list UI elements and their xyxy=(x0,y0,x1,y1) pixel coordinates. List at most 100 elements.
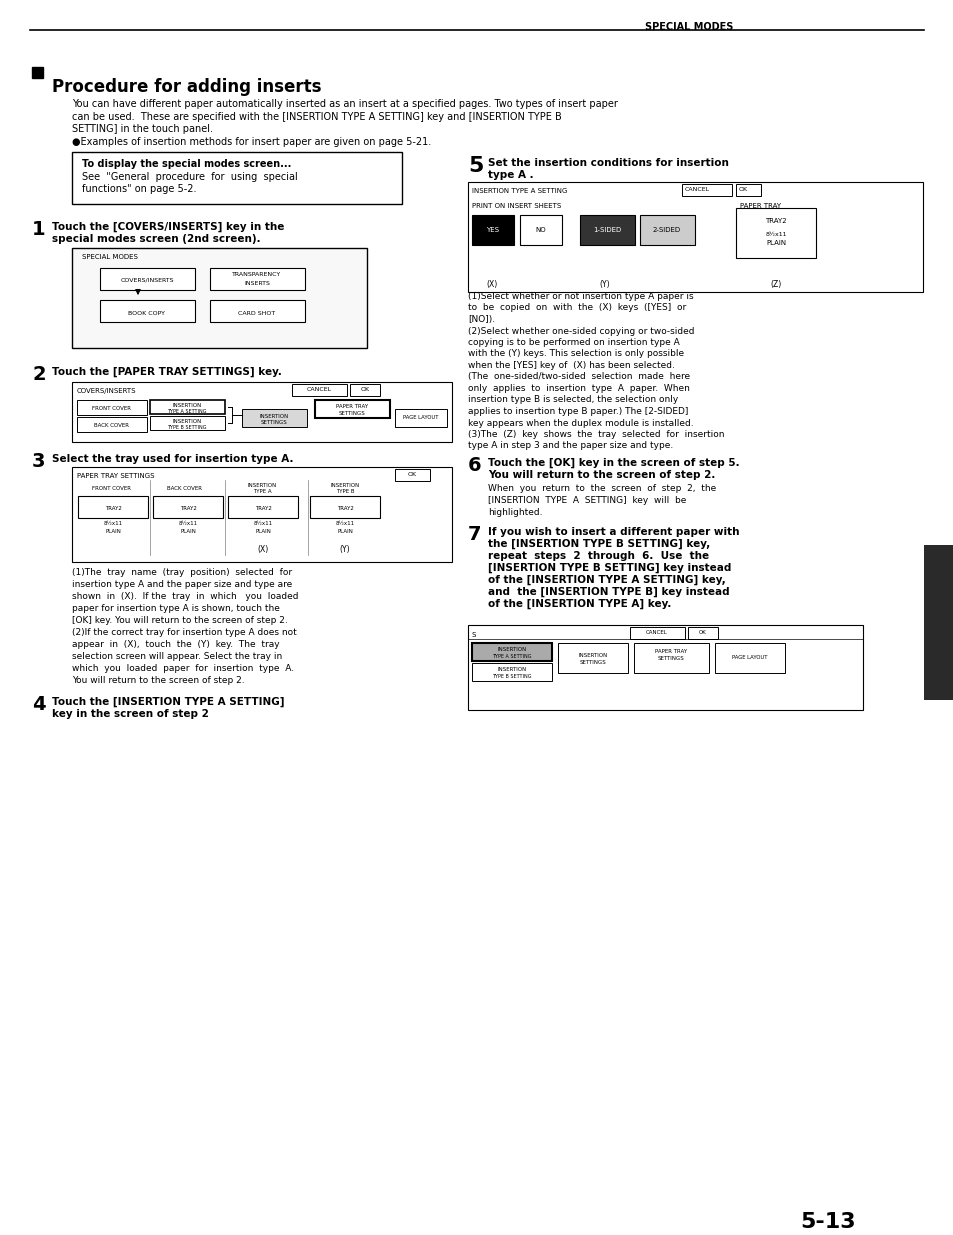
Text: TRAY2: TRAY2 xyxy=(764,219,786,224)
Bar xyxy=(350,384,379,396)
Text: PLAIN: PLAIN xyxy=(105,529,121,534)
Bar xyxy=(735,184,760,196)
Text: OK: OK xyxy=(360,387,369,391)
Text: COVERS/INSERTS: COVERS/INSERTS xyxy=(77,388,136,394)
Text: PAPER TRAY: PAPER TRAY xyxy=(335,404,368,409)
Text: only  applies  to  insertion  type  A  paper.  When: only applies to insertion type A paper. … xyxy=(468,384,689,393)
Text: of the [INSERTION TYPE A SETTING] key,: of the [INSERTION TYPE A SETTING] key, xyxy=(488,576,725,585)
Text: 8½x11: 8½x11 xyxy=(178,521,197,526)
Text: See  "General  procedure  for  using  special: See "General procedure for using special xyxy=(82,172,297,182)
Bar xyxy=(395,409,447,427)
Bar xyxy=(242,409,307,427)
Text: When  you  return  to  the  screen  of  step  2,  the: When you return to the screen of step 2,… xyxy=(488,484,716,493)
Text: CANCEL: CANCEL xyxy=(684,186,709,191)
Text: can be used.  These are specified with the [INSERTION TYPE A SETTING] key and [I: can be used. These are specified with th… xyxy=(71,111,561,121)
Bar xyxy=(472,663,552,680)
Bar xyxy=(468,182,923,291)
Bar xyxy=(71,467,452,562)
Text: when the [YES] key of  (X) has been selected.: when the [YES] key of (X) has been selec… xyxy=(468,361,674,370)
Text: (Z): (Z) xyxy=(770,280,781,289)
Text: the [INSERTION TYPE B SETTING] key,: the [INSERTION TYPE B SETTING] key, xyxy=(488,538,709,550)
Bar xyxy=(558,643,627,673)
Text: ●Examples of insertion methods for insert paper are given on page 5-21.: ●Examples of insertion methods for inser… xyxy=(71,137,431,147)
Text: TYPE B SETTING: TYPE B SETTING xyxy=(492,674,531,679)
Text: To display the special modes screen...: To display the special modes screen... xyxy=(82,159,291,169)
Bar xyxy=(395,469,430,480)
Bar xyxy=(78,496,148,517)
Text: special modes screen (2nd screen).: special modes screen (2nd screen). xyxy=(52,233,260,245)
Text: TRANSPARENCY: TRANSPARENCY xyxy=(233,272,281,277)
Bar xyxy=(714,643,784,673)
Text: INSERTION: INSERTION xyxy=(172,419,201,424)
Text: Select the tray used for insertion type A.: Select the tray used for insertion type … xyxy=(52,454,294,464)
Bar xyxy=(100,300,194,322)
Text: You can have different paper automatically inserted as an insert at a specified : You can have different paper automatical… xyxy=(71,99,618,109)
Text: [NO]).: [NO]). xyxy=(468,315,495,324)
Text: with the (Y) keys. This selection is only possible: with the (Y) keys. This selection is onl… xyxy=(468,350,683,358)
Bar xyxy=(735,207,815,258)
Text: You will return to the screen of step 2.: You will return to the screen of step 2. xyxy=(488,471,715,480)
Text: INSERTION: INSERTION xyxy=(578,653,607,658)
Text: CANCEL: CANCEL xyxy=(645,630,667,635)
Text: TRAY2: TRAY2 xyxy=(105,506,121,511)
Text: highlighted.: highlighted. xyxy=(488,508,542,517)
Text: INSERTION: INSERTION xyxy=(247,483,276,488)
Text: SETTINGS: SETTINGS xyxy=(260,420,287,425)
Text: 8½x11: 8½x11 xyxy=(253,521,273,526)
Text: (X): (X) xyxy=(257,545,269,555)
Text: PAGE LAYOUT: PAGE LAYOUT xyxy=(403,415,438,420)
Text: YES: YES xyxy=(486,227,499,233)
Bar xyxy=(314,400,390,417)
Bar xyxy=(472,643,552,661)
Text: TRAY2: TRAY2 xyxy=(179,506,196,511)
Bar xyxy=(32,67,43,78)
Text: PAPER TRAY: PAPER TRAY xyxy=(740,203,781,209)
Text: 5-13: 5-13 xyxy=(800,1212,855,1233)
Text: 1: 1 xyxy=(32,220,46,240)
Bar xyxy=(71,152,401,204)
Text: of the [INSERTION TYPE A] key.: of the [INSERTION TYPE A] key. xyxy=(488,599,671,609)
Text: SETTINGS: SETTINGS xyxy=(579,659,606,664)
Text: INSERTION TYPE A SETTING: INSERTION TYPE A SETTING xyxy=(472,188,567,194)
Text: CANCEL: CANCEL xyxy=(306,387,332,391)
Text: TRAY2: TRAY2 xyxy=(336,506,353,511)
Text: FRONT COVER: FRONT COVER xyxy=(92,487,132,492)
Text: 8½x11: 8½x11 xyxy=(103,521,122,526)
Text: FRONT COVER: FRONT COVER xyxy=(92,406,132,411)
Text: key appears when the duplex module is installed.: key appears when the duplex module is in… xyxy=(468,419,693,427)
Text: type A .: type A . xyxy=(488,170,533,180)
Text: BACK COVER: BACK COVER xyxy=(168,487,202,492)
Text: INSERTION: INSERTION xyxy=(330,483,359,488)
Text: 4: 4 xyxy=(32,695,46,714)
Bar xyxy=(639,215,695,245)
Text: OK: OK xyxy=(407,472,416,477)
Text: TYPE A: TYPE A xyxy=(253,489,271,494)
Text: COVERS/INSERTS: COVERS/INSERTS xyxy=(120,278,173,283)
Bar xyxy=(152,496,223,517)
Bar xyxy=(210,268,305,290)
Bar xyxy=(634,643,708,673)
Text: which  you  loaded  paper  for  insertion  type  A.: which you loaded paper for insertion typ… xyxy=(71,664,294,673)
Bar xyxy=(292,384,347,396)
Text: Touch the [COVERS/INSERTS] key in the: Touch the [COVERS/INSERTS] key in the xyxy=(52,222,284,232)
Text: and  the [INSERTION TYPE B] key instead: and the [INSERTION TYPE B] key instead xyxy=(488,587,729,598)
Text: OK: OK xyxy=(739,186,747,191)
Bar xyxy=(310,496,379,517)
Text: 5: 5 xyxy=(931,615,944,634)
Bar xyxy=(210,300,305,322)
Text: (Y): (Y) xyxy=(599,280,610,289)
Text: selection screen will appear. Select the tray in: selection screen will appear. Select the… xyxy=(71,652,282,661)
Text: (3)The  (Z)  key  shows  the  tray  selected  for  insertion: (3)The (Z) key shows the tray selected f… xyxy=(468,430,723,438)
Text: 8½x11: 8½x11 xyxy=(764,232,786,237)
Text: TYPE B SETTING: TYPE B SETTING xyxy=(167,425,207,430)
Bar xyxy=(228,496,297,517)
Bar xyxy=(150,400,225,414)
Text: [INSERTION  TYPE  A  SETTING]  key  will  be: [INSERTION TYPE A SETTING] key will be xyxy=(488,496,685,505)
Text: shown  in  (X).  If the  tray  in  which   you  loaded: shown in (X). If the tray in which you l… xyxy=(71,592,298,601)
Text: SETTINGS: SETTINGS xyxy=(338,411,365,416)
Bar xyxy=(468,625,862,710)
Text: NO: NO xyxy=(536,227,546,233)
Text: INSERTION: INSERTION xyxy=(259,414,289,419)
Text: applies to insertion type B paper.) The [2-SIDED]: applies to insertion type B paper.) The … xyxy=(468,408,688,416)
Text: Touch the [OK] key in the screen of step 5.: Touch the [OK] key in the screen of step… xyxy=(488,458,739,468)
